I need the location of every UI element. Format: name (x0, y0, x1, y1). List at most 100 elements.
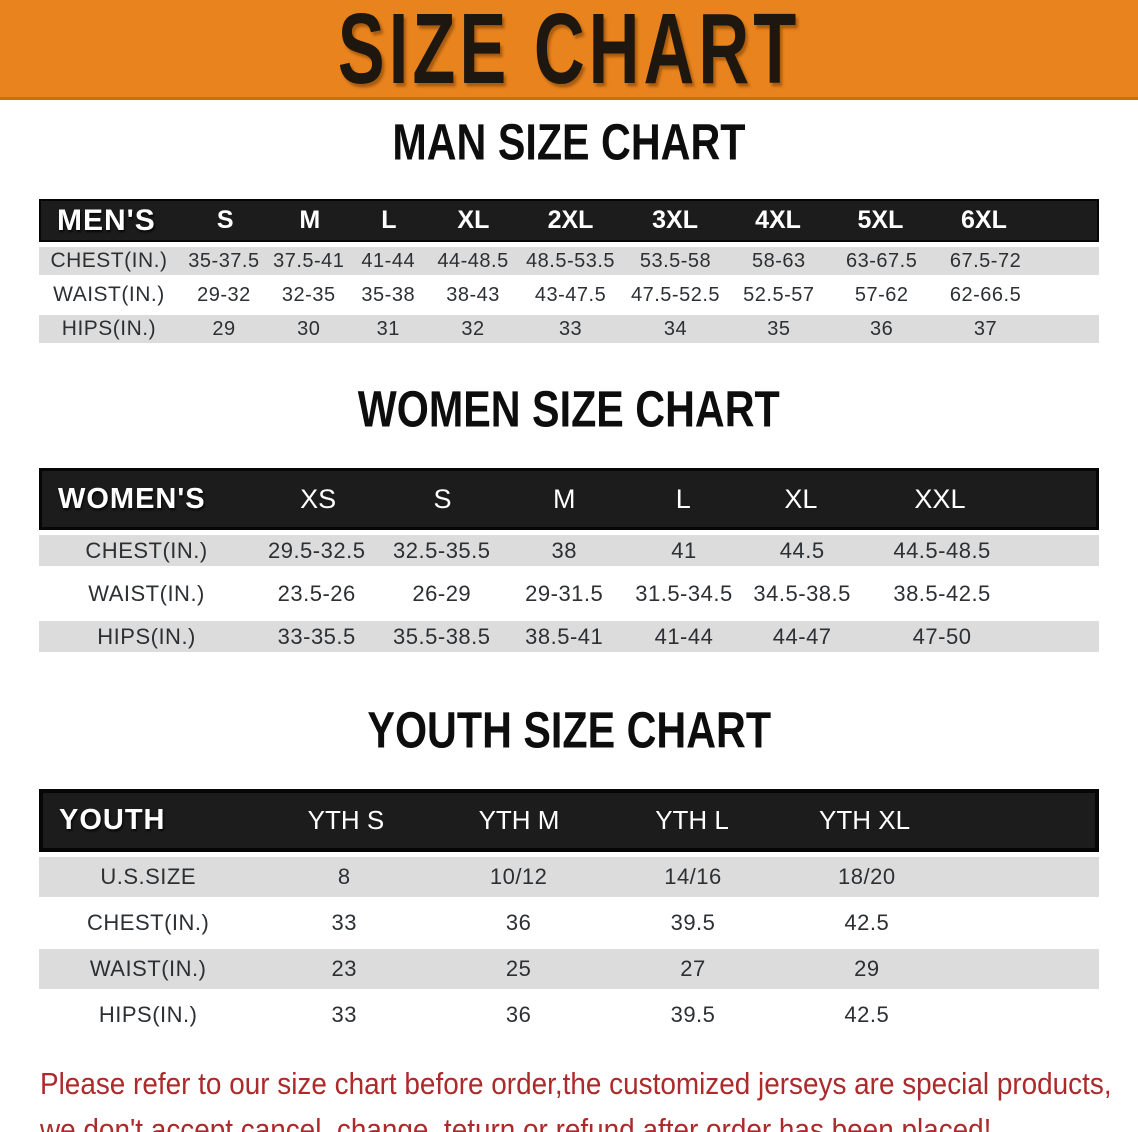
measurement-value: 63-67.5 (845, 249, 918, 272)
measurement-value: 47-50 (912, 623, 972, 649)
measurement-value: 33-35.5 (277, 623, 356, 649)
measurement-value: 29 (212, 317, 236, 340)
measurement-value: 38-43 (446, 283, 500, 306)
measurement-value: 29-31.5 (525, 580, 604, 606)
measurement-row: WAIST(IN.) 23 25 27 29 (39, 949, 1099, 989)
measurement-value: 32 (461, 317, 485, 340)
notice-line-1: Please refer to our size chart before or… (40, 1066, 1112, 1101)
measurement-value: 39.5 (670, 910, 716, 935)
measurement-value: 62-66.5 (949, 283, 1022, 306)
measurement-value: 35.5-38.5 (393, 623, 491, 649)
size-column-header: S (216, 206, 234, 234)
measurement-value: 38.5-42.5 (893, 580, 991, 606)
measurement-value: 58-63 (752, 249, 806, 272)
table-category-label: MEN'S (57, 203, 156, 237)
measurement-row: WAIST(IN.) 29-32 32-35 35-38 38-43 43-47.5 47.… (39, 281, 1099, 309)
measurement-label: HIPS(IN.) (98, 1002, 198, 1027)
measurement-value: 25 (505, 956, 532, 981)
measurement-value: 30 (297, 317, 321, 340)
measurement-label: CHEST(IN.) (85, 537, 208, 563)
measurement-value: 44-47 (772, 623, 832, 649)
measurement-value: 41-44 (654, 623, 714, 649)
measurement-value: 48.5-53.5 (526, 249, 616, 272)
measurement-value: 31.5-34.5 (635, 580, 733, 606)
size-column-header: YTH L (655, 805, 729, 835)
size-table-header-row: MEN'S S M L XL 2XL 3XL 4XL 5XL 6XL (39, 199, 1099, 242)
size-column-header: S (433, 483, 452, 514)
measurement-value: 41 (671, 537, 697, 563)
measurement-value: 67.5-72 (949, 249, 1022, 272)
size-chart-sections: MAN SIZE CHART MEN'S S M L XL 2XL 3XL 4XL 5XL 6XL… (0, 115, 1138, 1035)
measurement-label: CHEST(IN.) (50, 249, 168, 272)
size-table-header-row: YOUTH YTH S YTH M YTH L YTH XL (39, 789, 1099, 852)
measurement-value: 38.5-41 (525, 623, 604, 649)
size-column-header: XS (300, 483, 337, 514)
size-table: WOMEN'S XS S M L XL XXL CHEST(IN.) 29.5-32.5 32.… (39, 468, 1099, 652)
size-column-header: YTH M (478, 805, 560, 835)
measurement-value: 42.5 (844, 910, 890, 935)
measurement-row: HIPS(IN.) 33 36 39.5 42.5 (39, 995, 1099, 1035)
section-heading: MAN SIZE CHART (0, 115, 1138, 175)
measurement-value: 36 (505, 1002, 532, 1027)
measurement-value: 38 (551, 537, 577, 563)
measurement-value: 29-32 (197, 283, 251, 306)
measurement-value: 18/20 (838, 864, 896, 889)
measurement-label: WAIST(IN.) (88, 580, 205, 606)
measurement-value: 34 (663, 317, 688, 340)
page-title: SIZE CHART (337, 0, 801, 105)
measurement-value: 47.5-52.5 (630, 283, 720, 306)
measurement-value: 36 (505, 910, 532, 935)
measurement-value: 33 (331, 1002, 358, 1027)
measurement-value: 44-48.5 (437, 249, 509, 272)
measurement-value: 32-35 (281, 283, 336, 306)
section-heading: WOMEN SIZE CHART (0, 382, 1138, 442)
measurement-label: U.S.SIZE (100, 864, 197, 889)
measurement-value: 36 (870, 317, 894, 340)
measurement-row: WAIST(IN.) 23.5-26 26-29 29-31.5 31.5-34.5 34… (39, 578, 1099, 609)
size-column-header: L (381, 206, 397, 234)
size-column-header: M (299, 206, 321, 234)
size-table-header-row: WOMEN'S XS S M L XL XXL (39, 468, 1099, 530)
size-column-header: YTH XL (819, 805, 911, 835)
size-column-header: 4XL (755, 206, 801, 234)
measurement-label: WAIST(IN.) (89, 956, 207, 981)
measurement-value: 34.5-38.5 (753, 580, 851, 606)
size-column-header: XL (784, 483, 818, 514)
notice-line-2: we don't accept cancel, change, teturn o… (40, 1112, 992, 1132)
measurement-value: 42.5 (844, 1002, 890, 1027)
measurement-value: 37 (973, 317, 998, 340)
measurement-value: 32.5-35.5 (393, 537, 491, 563)
measurement-row: HIPS(IN.) 33-35.5 35.5-38.5 38.5-41 41-44 44-… (39, 621, 1099, 652)
measurement-value: 31 (376, 317, 400, 340)
measurement-value: 29 (854, 956, 880, 981)
measurement-label: WAIST(IN.) (53, 283, 165, 306)
size-table: MEN'S S M L XL 2XL 3XL 4XL 5XL 6XL CHEST(IN.) 35-3… (39, 199, 1099, 343)
measurement-value: 44.5-48.5 (893, 537, 991, 563)
measurement-value: 35-37.5 (188, 249, 260, 272)
measurement-value: 39.5 (670, 1002, 716, 1027)
measurement-label: HIPS(IN.) (61, 317, 157, 340)
section-heading: YOUTH SIZE CHART (0, 703, 1138, 763)
section-heading-text: MAN SIZE CHART (392, 114, 746, 172)
size-column-header: M (552, 483, 576, 514)
table-category-label: WOMEN'S (58, 482, 206, 515)
size-column-header: XXL (914, 483, 966, 514)
size-column-header: YTH S (307, 805, 385, 835)
measurement-value: 33 (558, 317, 583, 340)
measurement-value: 27 (680, 956, 706, 981)
measurement-value: 8 (337, 864, 351, 889)
measurement-row: U.S.SIZE 8 10/12 14/16 18/20 (39, 857, 1099, 897)
measurement-value: 26-29 (412, 580, 472, 606)
size-chart-banner: SIZE CHART (0, 0, 1138, 104)
measurement-value: 29.5-32.5 (267, 537, 366, 563)
measurement-row: CHEST(IN.) 35-37.5 37.5-41 41-44 44-48.5 48.5… (39, 247, 1099, 275)
size-table: YOUTH YTH S YTH M YTH L YTH XL U.S.SIZE 8 10/1… (39, 789, 1099, 1035)
measurement-value: 23.5-26 (277, 580, 356, 606)
order-notice: Please refer to our size chart before or… (40, 1061, 1138, 1132)
measurement-value: 37.5-41 (273, 249, 345, 272)
measurement-label: HIPS(IN.) (97, 623, 196, 649)
measurement-row: HIPS(IN.) 29 30 31 32 33 34 35 36 37 (39, 315, 1099, 343)
measurement-value: 35-38 (361, 283, 416, 306)
size-section-1: MAN SIZE CHART MEN'S S M L XL 2XL 3XL 4XL 5XL 6XL… (0, 115, 1138, 343)
section-heading-text: YOUTH SIZE CHART (367, 702, 771, 760)
